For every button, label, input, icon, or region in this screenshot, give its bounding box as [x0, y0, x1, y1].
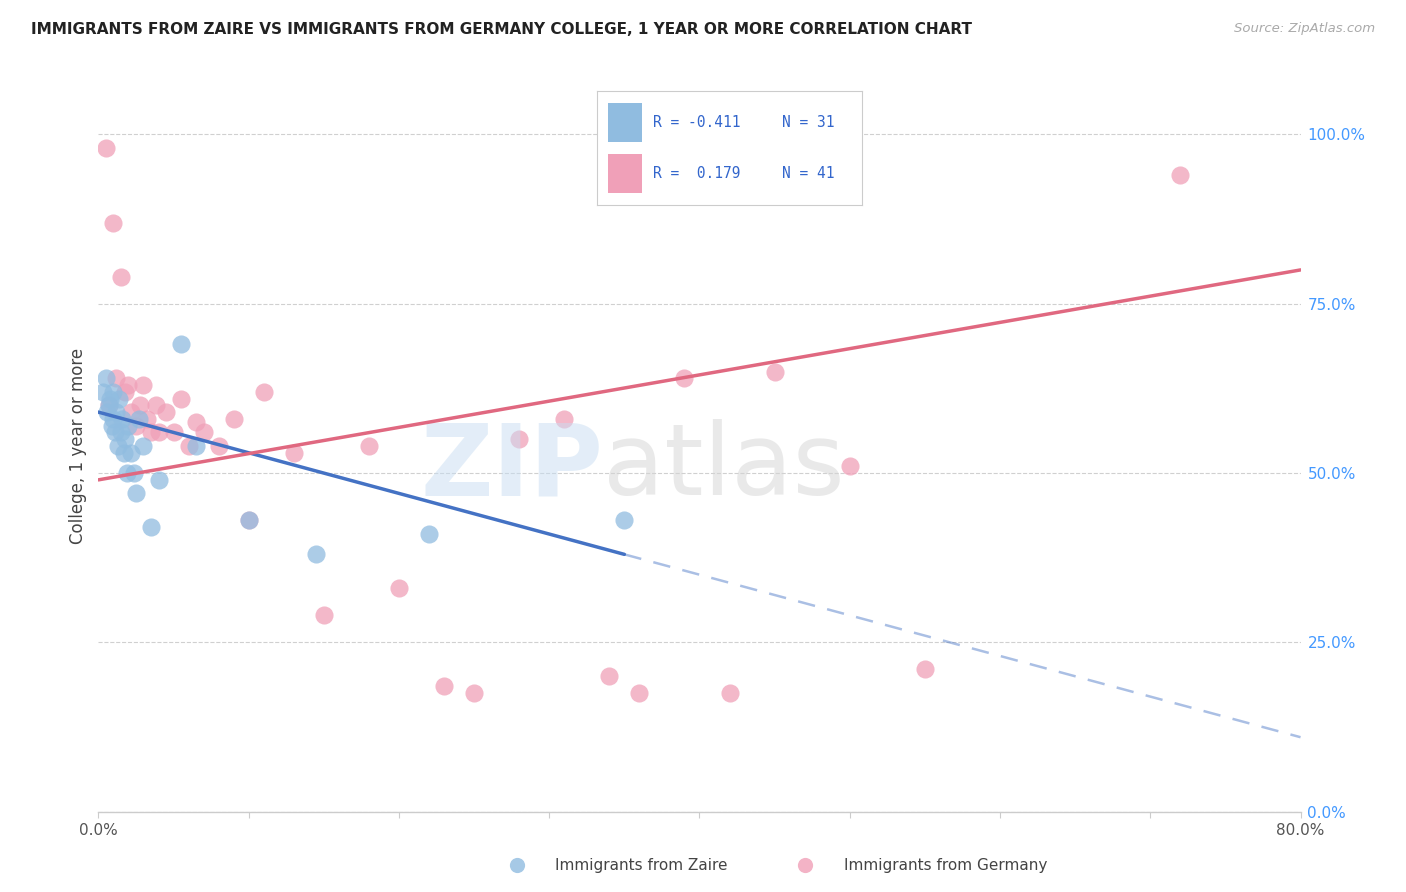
Point [433, 680, 456, 694]
Point [312, 608, 335, 623]
Point [388, 581, 411, 595]
Point [718, 686, 741, 700]
Point [117, 418, 139, 433]
Point [139, 425, 162, 440]
Point [1170, 168, 1192, 182]
Point [305, 547, 328, 561]
Point [94, 371, 117, 385]
Point [508, 432, 530, 446]
Point [177, 439, 200, 453]
Point [155, 405, 177, 419]
Point [108, 392, 131, 406]
Point [107, 439, 129, 453]
Point [238, 514, 260, 528]
Point [148, 473, 170, 487]
Point [105, 405, 128, 419]
Point [838, 459, 860, 474]
Text: atlas: atlas [603, 419, 845, 516]
Point [170, 392, 193, 406]
Point [110, 269, 132, 284]
Point [794, 858, 817, 872]
Text: ZIP: ZIP [420, 419, 603, 516]
Point [170, 337, 193, 351]
Point [100, 392, 122, 406]
Point [613, 514, 636, 528]
Point [105, 371, 128, 385]
Point [91, 384, 114, 399]
Point [418, 527, 440, 541]
Point [222, 412, 245, 426]
Point [132, 378, 155, 392]
Point [506, 858, 529, 872]
Point [193, 425, 215, 440]
Text: Immigrants from Zaire: Immigrants from Zaire [555, 858, 728, 872]
Point [145, 398, 167, 412]
Point [104, 425, 127, 440]
Point [283, 446, 305, 460]
Point [125, 486, 148, 500]
Text: IMMIGRANTS FROM ZAIRE VS IMMIGRANTS FROM GERMANY COLLEGE, 1 YEAR OR MORE CORRELA: IMMIGRANTS FROM ZAIRE VS IMMIGRANTS FROM… [31, 22, 972, 37]
Point [763, 364, 786, 378]
Point [125, 418, 148, 433]
Point [129, 398, 152, 412]
Point [114, 432, 136, 446]
Point [97, 398, 120, 412]
Point [121, 446, 143, 460]
Point [103, 412, 125, 426]
Point [139, 520, 162, 534]
Point [111, 412, 134, 426]
Text: Source: ZipAtlas.com: Source: ZipAtlas.com [1234, 22, 1375, 36]
Point [598, 669, 620, 683]
Point [110, 425, 132, 440]
Point [103, 215, 125, 229]
Point [253, 384, 276, 399]
Point [238, 514, 260, 528]
Point [184, 439, 207, 453]
Point [463, 686, 485, 700]
Point [128, 412, 150, 426]
Point [628, 686, 651, 700]
Point [103, 384, 125, 399]
Point [357, 439, 380, 453]
Y-axis label: College, 1 year or more: College, 1 year or more [69, 348, 87, 544]
Point [97, 398, 120, 412]
Point [117, 378, 139, 392]
Point [101, 418, 124, 433]
Point [121, 405, 143, 419]
Point [208, 439, 231, 453]
Point [112, 446, 135, 460]
Point [135, 412, 157, 426]
Text: Immigrants from Germany: Immigrants from Germany [844, 858, 1047, 872]
Point [673, 371, 696, 385]
Point [124, 466, 146, 480]
Point [148, 425, 170, 440]
Point [162, 425, 184, 440]
Point [94, 141, 117, 155]
Point [914, 663, 936, 677]
Point [114, 384, 136, 399]
Point [115, 466, 138, 480]
Point [96, 405, 118, 419]
Point [184, 415, 207, 429]
Point [553, 412, 575, 426]
Point [132, 439, 155, 453]
